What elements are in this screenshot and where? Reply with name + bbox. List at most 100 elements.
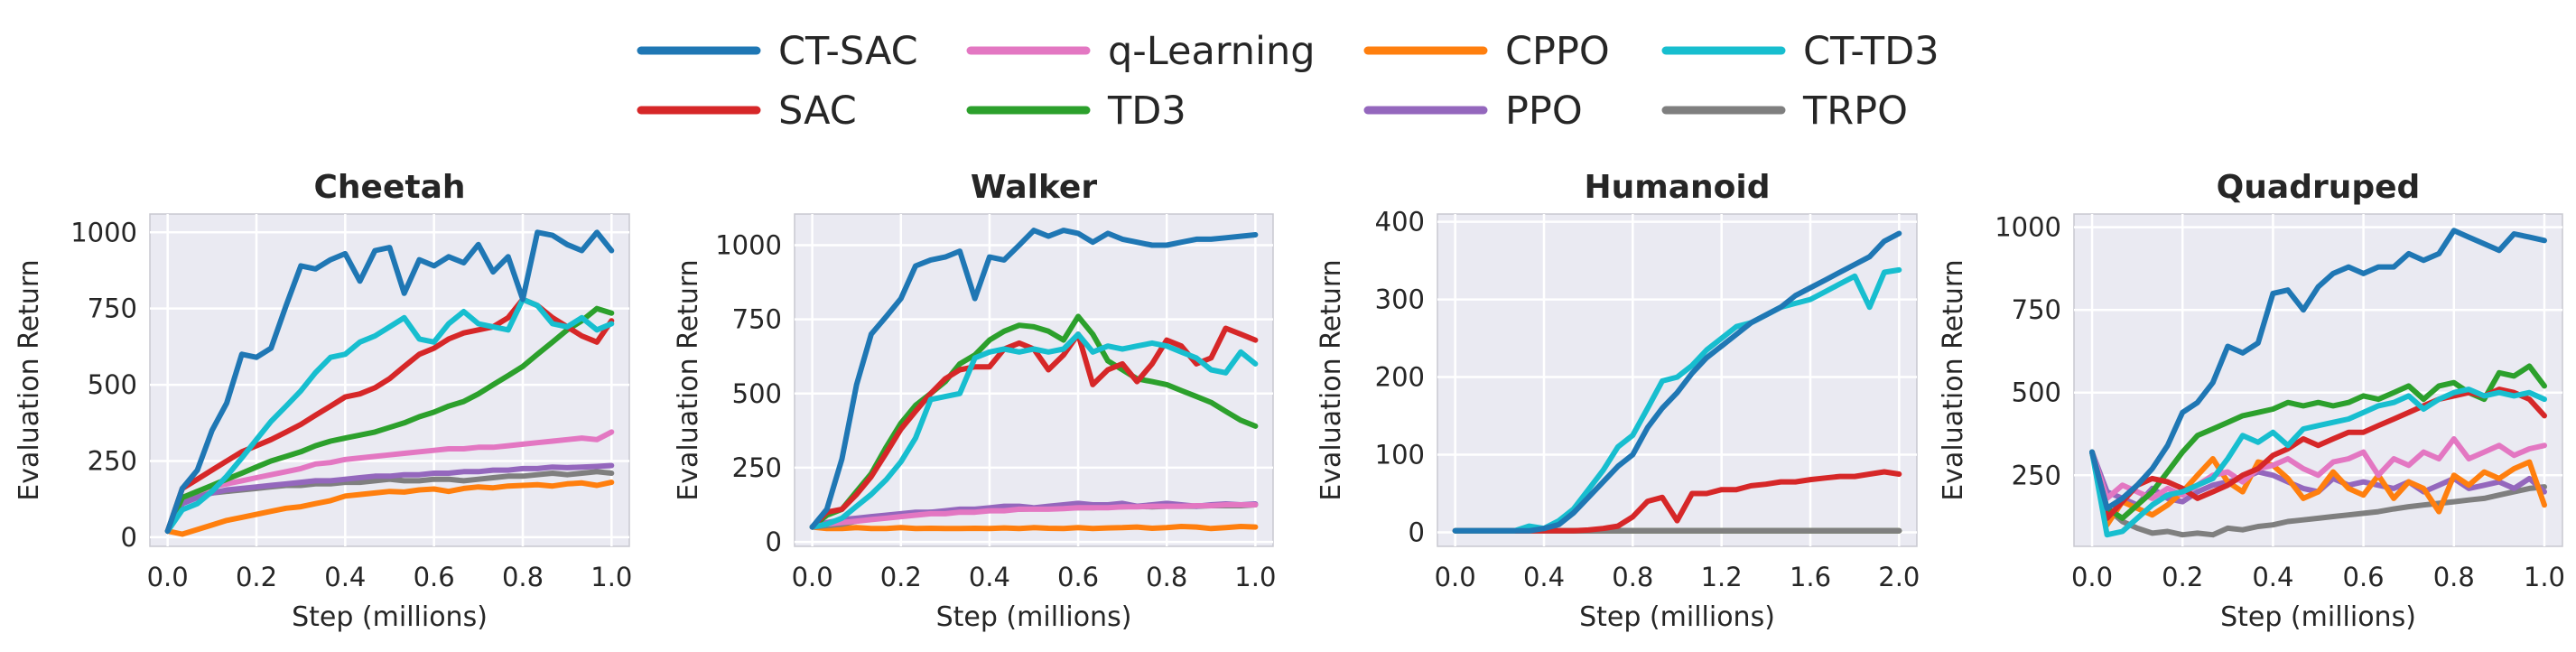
series-line-q-learning: [164, 429, 615, 535]
series-line-sac: [2089, 387, 2547, 521]
x-tick-label: 0.6: [414, 562, 455, 592]
legend-item-trpo: TRPO: [1661, 88, 1908, 134]
x-tick-label: 1.2: [1701, 562, 1743, 592]
legend-item-ct-td3: CT-TD3: [1661, 29, 1939, 74]
x-tick-label: 0.6: [1057, 562, 1099, 592]
y-tick-label: 300: [1375, 284, 1425, 315]
x-tick-label: 0.2: [2162, 562, 2203, 592]
x-axis-label: Step (millions): [2220, 601, 2416, 633]
x-tick-label: 1.0: [591, 562, 632, 592]
x-tick-label: 0.4: [969, 562, 1010, 592]
y-tick-label: 100: [1375, 440, 1425, 470]
y-tick-label: 750: [88, 293, 137, 324]
x-tick-label: 0.4: [1523, 562, 1565, 592]
x-tick-label: 0.0: [147, 562, 189, 592]
chart-quadruped: 0.0 0.2 0.4 0.6 0.8 1.0 250 500 750 1000 Quadruped…: [1938, 169, 2565, 633]
x-tick-label: 1.0: [2524, 562, 2565, 592]
x-tick-label: 0.0: [792, 562, 833, 592]
series-line-cppo: [809, 524, 1259, 532]
series-line-ct-sac: [2089, 228, 2547, 511]
series-line-q-learning: [809, 502, 1259, 530]
x-tick-label: 0.8: [1146, 562, 1187, 592]
chart-humanoid: 0.0 0.4 0.8 1.2 1.6 2.0 0 100 200 300 400 Humanoid S…: [1316, 169, 1920, 633]
series-group: [1452, 230, 1902, 534]
series-line-trpo: [2089, 449, 2547, 538]
legend-item-ct-sac: CT-SAC: [637, 29, 918, 74]
legend-item-sac: SAC: [637, 88, 857, 134]
legend-label: TRPO: [1802, 88, 1908, 134]
series-line-cppo: [2089, 449, 2547, 528]
series-group: [809, 228, 1259, 532]
x-axis-label: Step (millions): [292, 601, 488, 633]
series-line-ct-td3: [2089, 387, 2547, 538]
series-line-q-learning: [2089, 436, 2547, 501]
x-tick-label: 0.8: [1612, 562, 1653, 592]
y-tick-label: 500: [2012, 377, 2061, 408]
y-axis-label: Evaluation Return: [1316, 259, 1347, 500]
y-tick-label: 0: [766, 526, 782, 557]
plot-area: [1437, 213, 1918, 547]
chart-walker: 0.0 0.2 0.4 0.6 0.8 1.0 0 250 500 750 1000 Walker St…: [673, 169, 1276, 633]
x-tick-label: 0.6: [2343, 562, 2385, 592]
legend-label: CPPO: [1505, 29, 1610, 74]
y-tick-label: 400: [1375, 207, 1425, 238]
y-tick-label: 200: [1375, 362, 1425, 393]
series-line-ct-sac: [1452, 230, 1902, 534]
legend-label: q-Learning: [1108, 29, 1316, 74]
x-tick-label: 0.4: [324, 562, 366, 592]
legend: CT-SAC SAC q-Learning TD3 CPPO PPO CT-TD3 TRPO: [637, 29, 1939, 134]
x-tick-label: 0.8: [2433, 562, 2475, 592]
x-tick-label: 1.0: [1234, 562, 1276, 592]
chart-cheetah: 0.0 0.2 0.4 0.6 0.8 1.0 0 250 500 750 1000 Cheetah S…: [14, 169, 632, 633]
chart-title: Cheetah: [313, 169, 465, 206]
series-group: [2089, 228, 2547, 538]
legend-item-q-learning: q-Learning: [966, 29, 1316, 74]
legend-label: SAC: [778, 88, 857, 134]
chart-title: Humanoid: [1584, 169, 1770, 206]
x-tick-label: 0.0: [1435, 562, 1476, 592]
chart-panels: 0.0 0.2 0.4 0.6 0.8 1.002505007501000CheetahS…: [14, 169, 2565, 633]
x-tick-label: 1.6: [1790, 562, 1831, 592]
series-line-ct-sac: [164, 229, 615, 535]
x-axis-label: Step (millions): [1579, 601, 1775, 633]
series-line-ct-td3: [1452, 266, 1902, 534]
legend-label: PPO: [1505, 88, 1583, 134]
series-group: [164, 229, 615, 537]
y-tick-label: 1000: [70, 217, 137, 247]
series-line-ct-td3: [164, 296, 615, 535]
y-axis-label: Evaluation Return: [14, 259, 45, 500]
x-tick-label: 0.2: [880, 562, 922, 592]
y-tick-label: 250: [2012, 460, 2061, 490]
y-tick-label: 750: [732, 304, 782, 335]
x-tick-label: 0.2: [236, 562, 277, 592]
series-line-ct-sac: [809, 228, 1259, 530]
y-tick-label: 1000: [715, 230, 782, 261]
x-tick-label: 0.8: [502, 562, 544, 592]
series-line-cppo: [164, 480, 615, 537]
legend-item-ppo: PPO: [1363, 88, 1583, 134]
legend-label: TD3: [1107, 88, 1186, 134]
y-tick-label: 750: [2012, 294, 2061, 325]
y-axis-label: Evaluation Return: [1938, 259, 1969, 500]
legend-label: CT-TD3: [1803, 29, 1939, 74]
y-tick-label: 1000: [1995, 212, 2061, 243]
y-tick-label: 500: [732, 378, 782, 409]
series-line-td3: [164, 305, 615, 535]
chart-title: Walker: [971, 169, 1097, 206]
x-tick-label: 0.4: [2252, 562, 2293, 592]
y-tick-label: 250: [88, 445, 137, 476]
series-line-td3: [809, 313, 1259, 530]
y-tick-label: 250: [732, 452, 782, 483]
y-tick-label: 500: [88, 369, 137, 400]
y-axis-label: Evaluation Return: [673, 259, 704, 500]
y-tick-label: 0: [121, 522, 137, 553]
legend-item-td3: TD3: [966, 88, 1186, 134]
series-line-ct-td3: [809, 331, 1259, 530]
y-tick-label: 0: [1409, 517, 1425, 548]
legend-item-cppo: CPPO: [1363, 29, 1610, 74]
legend-label: CT-SAC: [778, 29, 918, 74]
x-axis-label: Step (millions): [936, 601, 1132, 633]
x-tick-label: 2.0: [1878, 562, 1920, 592]
x-tick-label: 0.0: [2071, 562, 2113, 592]
